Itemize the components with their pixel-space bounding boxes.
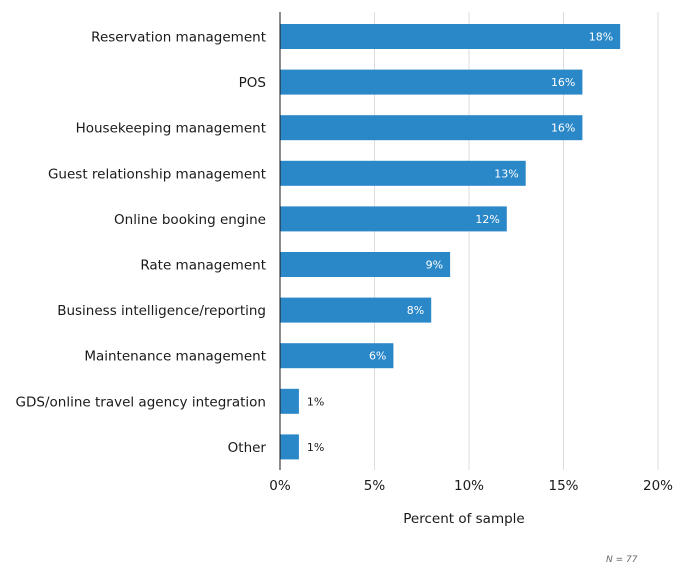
bar [280, 24, 621, 49]
bar [280, 252, 451, 277]
category-label: Rate management [140, 258, 266, 274]
category-label: Online booking engine [114, 212, 266, 228]
sample-size-note: N = 77 [606, 555, 638, 565]
x-tick-label: 5% [364, 478, 386, 494]
bar [280, 69, 583, 95]
x-tick-label: 20% [643, 478, 673, 494]
x-tick-label: 15% [548, 478, 578, 494]
bar [280, 160, 526, 186]
value-label: 1% [307, 395, 324, 408]
value-labels: 18% 16% 16% 13% 12% 9% 8% 6% 1% 1% [307, 31, 613, 454]
value-label: 9% [426, 259, 443, 272]
category-label: Guest relationship management [48, 166, 266, 182]
bar [280, 206, 507, 232]
bar [280, 388, 299, 414]
category-label: Reservation management [91, 30, 266, 46]
value-label: 8% [407, 304, 424, 317]
bar [280, 343, 394, 369]
category-label: Maintenance management [84, 349, 266, 365]
value-label: 18% [589, 31, 613, 44]
x-tick-label: 0% [269, 478, 291, 494]
bars [280, 24, 621, 460]
x-tick-labels: 0% 5% 10% 15% 20% [269, 478, 673, 494]
bar [280, 297, 432, 323]
value-label: 16% [551, 122, 575, 135]
value-label: 16% [551, 76, 575, 89]
value-label: 12% [475, 213, 499, 226]
category-label: Housekeeping management [76, 121, 266, 137]
category-labels: Reservation management POS Housekeeping ma… [16, 30, 267, 456]
category-label: GDS/online travel agency integration [16, 394, 266, 410]
value-label: 6% [369, 350, 386, 363]
bar [280, 434, 299, 460]
category-label: POS [239, 75, 266, 91]
bar [280, 115, 583, 141]
category-label: Other [228, 440, 267, 456]
value-label: 1% [307, 441, 324, 454]
category-label: Business intelligence/reporting [57, 303, 266, 319]
value-label: 13% [494, 167, 518, 180]
x-tick-label: 10% [454, 478, 484, 494]
x-axis-title: Percent of sample [403, 511, 524, 527]
